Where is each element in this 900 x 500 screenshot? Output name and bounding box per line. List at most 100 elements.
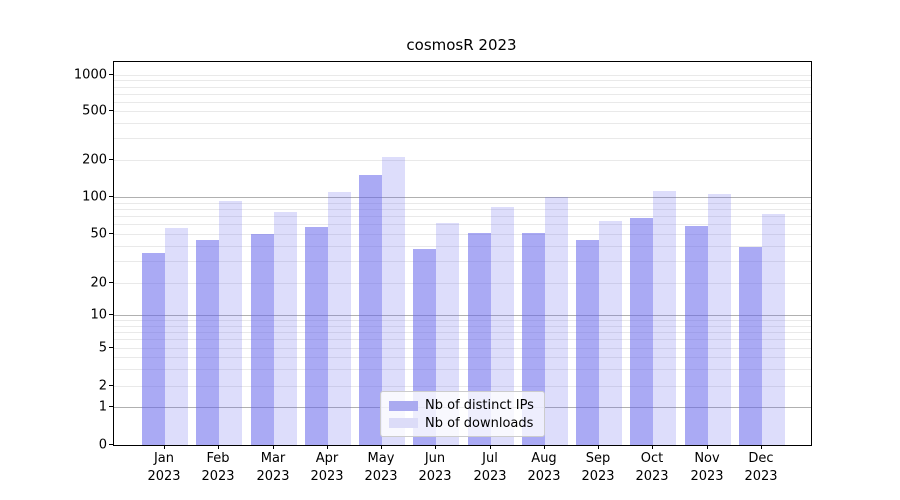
bar-downloads-nov [708, 194, 731, 445]
bar-distinct-ips-apr [305, 227, 328, 445]
gridline [114, 332, 811, 333]
gridline [114, 80, 811, 81]
plot-area [113, 61, 812, 446]
gridline [114, 283, 811, 284]
x-tick-mark [164, 445, 165, 449]
gridline [114, 197, 811, 198]
bar-distinct-ips-mar [251, 234, 274, 445]
x-tick-mark [707, 445, 708, 449]
y-tick-mark [109, 347, 113, 348]
x-tick-mark [652, 445, 653, 449]
legend-item: Nb of distinct IPs [389, 397, 536, 415]
gridline [114, 87, 811, 88]
bar-distinct-ips-may [359, 175, 382, 445]
bar-downloads-sep [599, 221, 622, 445]
bar-distinct-ips-sep [576, 240, 599, 445]
bar-distinct-ips-dec [739, 247, 762, 445]
gridline [114, 369, 811, 370]
x-tick-label-dec: Dec 2023 [744, 451, 778, 484]
gridline [114, 160, 811, 161]
x-tick-label-aug: Aug 2023 [527, 451, 561, 484]
x-tick-label-mar: Mar 2023 [256, 451, 290, 484]
gridline [114, 216, 811, 217]
legend-label: Nb of downloads [425, 415, 534, 431]
gridline [114, 209, 811, 210]
x-tick-label-jul: Jul 2023 [473, 451, 507, 484]
bar-distinct-ips-feb [196, 240, 219, 445]
y-tick-mark [109, 282, 113, 283]
gridline [114, 234, 811, 235]
bar-downloads-jun [436, 223, 459, 445]
y-tick-mark [109, 233, 113, 234]
x-tick-mark [598, 445, 599, 449]
gridline [114, 246, 811, 247]
gridline [114, 111, 811, 112]
y-tick-label: 50 [90, 226, 107, 242]
bar-distinct-ips-nov [685, 226, 708, 445]
gridline [114, 224, 811, 225]
x-tick-label-sep: Sep 2023 [581, 451, 615, 484]
bar-downloads-feb [219, 201, 242, 445]
legend: Nb of distinct IPs Nb of downloads [380, 391, 545, 437]
y-tick-mark [109, 74, 113, 75]
bar-downloads-oct [653, 191, 676, 445]
gridline [114, 357, 811, 358]
x-tick-mark [490, 445, 491, 449]
bar-downloads-mar [274, 212, 297, 445]
gridline [114, 75, 811, 76]
gridline [114, 339, 811, 340]
bar-downloads-dec [762, 214, 785, 445]
y-tick-label: 2 [98, 378, 107, 394]
y-tick-mark [109, 385, 113, 386]
gridline [114, 386, 811, 387]
x-tick-mark [218, 445, 219, 449]
bar-downloads-may [382, 157, 405, 445]
x-tick-label-jun: Jun 2023 [418, 451, 452, 484]
x-tick-mark [273, 445, 274, 449]
x-tick-mark [435, 445, 436, 449]
x-tick-label-apr: Apr 2023 [310, 451, 344, 484]
y-tick-label: 0 [98, 437, 107, 453]
x-tick-label-nov: Nov 2023 [690, 451, 724, 484]
y-tick-label: 200 [82, 152, 107, 168]
y-tick-label: 1000 [73, 67, 107, 83]
gridline [114, 94, 811, 95]
y-tick-label: 5 [98, 340, 107, 356]
x-tick-label-feb: Feb 2023 [201, 451, 235, 484]
gridline [114, 315, 811, 316]
y-tick-mark [109, 110, 113, 111]
x-tick-label-oct: Oct 2023 [635, 451, 669, 484]
gridline [114, 348, 811, 349]
y-tick-mark [109, 314, 113, 315]
bar-downloads-jan [165, 228, 188, 445]
y-tick-label: 100 [82, 189, 107, 205]
y-tick-mark [109, 444, 113, 445]
bar-downloads-apr [328, 192, 351, 445]
y-tick-label: 1 [98, 399, 107, 415]
y-tick-label: 10 [90, 307, 107, 323]
x-tick-mark [544, 445, 545, 449]
x-tick-mark [381, 445, 382, 449]
x-tick-label-jan: Jan 2023 [147, 451, 181, 484]
y-tick-mark [109, 406, 113, 407]
gridline [114, 326, 811, 327]
legend-label: Nb of distinct IPs [425, 398, 534, 414]
y-tick-label: 500 [82, 103, 107, 119]
bar-distinct-ips-jan [142, 253, 165, 445]
x-tick-mark [761, 445, 762, 449]
gridline [114, 261, 811, 262]
bar-distinct-ips-oct [630, 218, 653, 445]
y-tick-mark [109, 159, 113, 160]
y-tick-label: 20 [90, 275, 107, 291]
y-tick-mark [109, 196, 113, 197]
x-tick-mark [327, 445, 328, 449]
x-tick-label-may: May 2023 [364, 451, 398, 484]
legend-swatch-icon [389, 400, 418, 411]
chart-title: cosmosR 2023 [406, 36, 517, 54]
gridline [114, 123, 811, 124]
gridline [114, 320, 811, 321]
legend-item: Nb of downloads [389, 415, 536, 433]
bar-downloads-jul [491, 207, 514, 445]
gridline [114, 138, 811, 139]
bar-downloads-aug [545, 197, 568, 445]
